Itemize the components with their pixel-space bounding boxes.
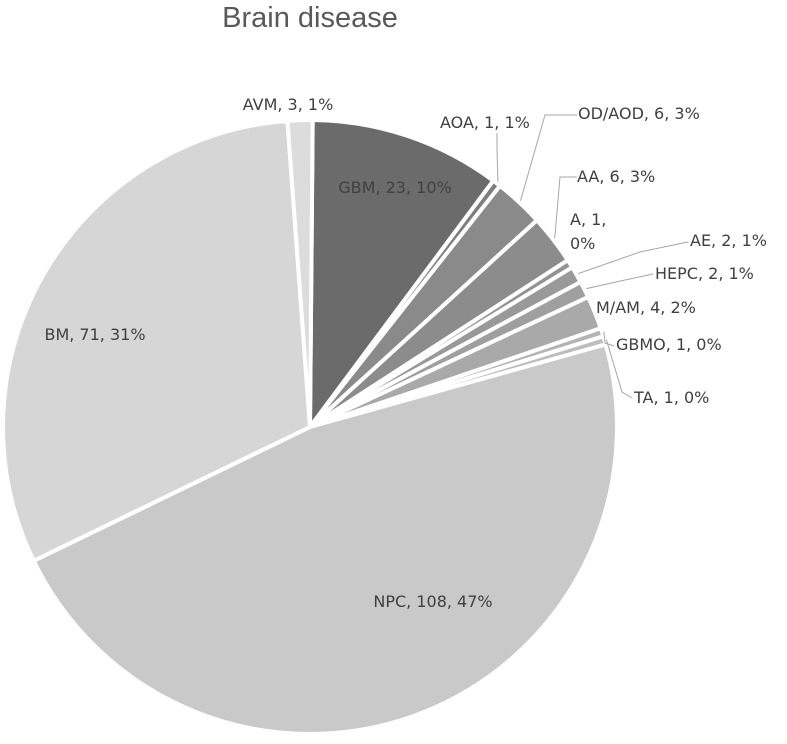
data-label-a: A, 1, 0% bbox=[570, 210, 606, 253]
data-label-aa: AA, 6, 3% bbox=[577, 167, 655, 186]
leader-line-ta bbox=[605, 339, 633, 399]
data-label-avm: AVM, 3, 1% bbox=[243, 95, 334, 114]
pie-slice-npc bbox=[31, 342, 619, 736]
data-label-hepc: HEPC, 2, 1% bbox=[655, 264, 754, 283]
data-label-m-am: M/AM, 4, 2% bbox=[596, 298, 696, 317]
data-label-gbm: GBM, 23, 10% bbox=[338, 178, 451, 197]
leader-line-od-aod bbox=[520, 114, 577, 201]
pie-slice-avm bbox=[285, 118, 315, 429]
data-label-bm: BM, 71, 31% bbox=[44, 325, 145, 344]
pie-slice-gbm bbox=[308, 118, 496, 429]
data-label-ta: TA, 1, 0% bbox=[633, 388, 709, 407]
data-label-aoa: AOA, 1, 1% bbox=[440, 113, 530, 132]
data-label-ae: AE, 2, 1% bbox=[690, 231, 767, 250]
leader-line-aa bbox=[554, 176, 577, 239]
data-label-gbmo: GBMO, 1, 0% bbox=[616, 335, 722, 354]
chart-title: Brain disease bbox=[222, 2, 398, 34]
leader-lines bbox=[496, 114, 689, 399]
leader-line-hepc bbox=[586, 273, 654, 290]
leader-line-ae bbox=[578, 241, 689, 275]
data-label-npc: NPC, 108, 47% bbox=[373, 592, 492, 611]
pie-slice-bm bbox=[1, 118, 312, 563]
leader-line-aoa bbox=[496, 133, 499, 182]
slice-labels: GBM, 23, 10% AOA, 1, 1% OD/AOD, 6, 3% AA, 6… bbox=[44, 95, 766, 611]
pie-slices bbox=[1, 118, 619, 736]
data-label-od-aod: OD/AOD, 6, 3% bbox=[578, 104, 700, 123]
leader-line-gbmo bbox=[603, 331, 615, 347]
